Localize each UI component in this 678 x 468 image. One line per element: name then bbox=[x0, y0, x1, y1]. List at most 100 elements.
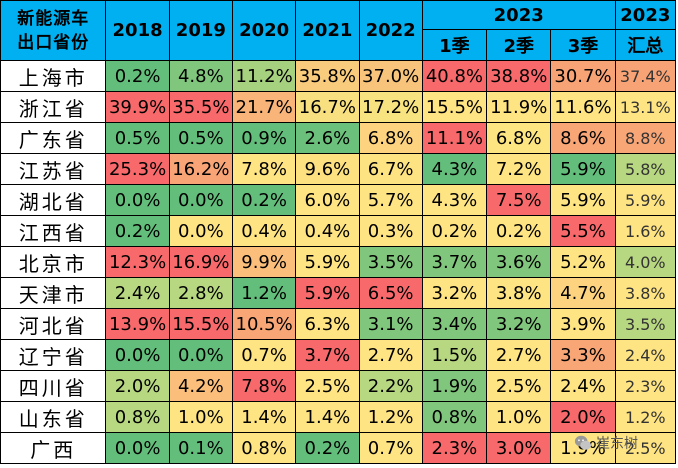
table-row: 辽宁省 0.0% 0.0% 0.7% 3.7% 2.7% 1.5% 2.7% 3.3% 2.4% bbox=[0, 339, 677, 371]
table-row: 河北省 13.9% 15.5% 10.5% 6.3% 3.1% 3.4% 3.2% 3.9% 3.… bbox=[0, 308, 677, 340]
value-cell: 0.0% bbox=[168, 339, 233, 371]
value-cell: 6.0% bbox=[295, 184, 360, 216]
value-cell: 7.8% bbox=[231, 153, 297, 185]
value-cell: 2.7% bbox=[358, 339, 423, 371]
value-cell: 5.7% bbox=[358, 184, 423, 216]
value-cell: 0.0% bbox=[168, 215, 233, 247]
quarter-header-q2: 2季 bbox=[486, 29, 552, 61]
value-cell: 16.9% bbox=[168, 246, 233, 278]
province-cell: 辽宁省 bbox=[0, 339, 107, 371]
value-cell: 3.6% bbox=[486, 246, 552, 278]
value-cell: 0.3% bbox=[358, 215, 423, 247]
table-row: 湖北省 0.0% 0.0% 0.2% 6.0% 5.7% 4.3% 7.5% 5.9% 5.9% bbox=[0, 184, 677, 216]
value-cell: 7.2% bbox=[486, 153, 552, 185]
value-cell: 4.3% bbox=[421, 184, 488, 216]
value-cell: 0.8% bbox=[231, 432, 297, 464]
total-cell: 2.5% bbox=[614, 432, 677, 464]
province-cell: 湖北省 bbox=[0, 184, 107, 216]
value-cell: 0.8% bbox=[105, 401, 170, 433]
value-cell: 1.4% bbox=[295, 401, 360, 433]
province-cell: 浙江省 bbox=[0, 91, 107, 123]
value-cell: 2.8% bbox=[168, 277, 233, 309]
value-cell: 12.3% bbox=[105, 246, 170, 278]
value-cell: 1.9% bbox=[421, 370, 488, 402]
value-cell: 2.3% bbox=[421, 432, 488, 464]
value-cell: 5.9% bbox=[295, 246, 360, 278]
value-cell: 1.2% bbox=[358, 401, 423, 433]
watermark-text: 崔东树 bbox=[596, 436, 638, 452]
value-cell: 38.8% bbox=[486, 60, 552, 92]
value-cell: 2.5% bbox=[295, 370, 360, 402]
value-cell: 3.7% bbox=[295, 339, 360, 371]
value-cell: 13.9% bbox=[105, 308, 170, 340]
value-cell: 2.2% bbox=[358, 370, 423, 402]
value-cell: 2.0% bbox=[550, 401, 616, 433]
value-cell: 40.8% bbox=[421, 60, 488, 92]
value-cell: 0.2% bbox=[231, 184, 297, 216]
table-row: 浙江省 39.9% 35.5% 21.7% 16.7% 17.2% 15.5% 11.9% 11… bbox=[0, 91, 677, 123]
value-cell: 3.2% bbox=[421, 277, 488, 309]
total-cell: 2.3% bbox=[614, 370, 677, 402]
value-cell: 11.1% bbox=[421, 122, 488, 154]
table-row: 北京市 12.3% 16.9% 9.9% 5.9% 3.5% 3.7% 3.6% 5.2% 4.0… bbox=[0, 246, 677, 278]
value-cell: 2.4% bbox=[550, 370, 616, 402]
value-cell: 3.4% bbox=[421, 308, 488, 340]
value-cell: 30.7% bbox=[550, 60, 616, 92]
year-header-2022: 2022 bbox=[358, 0, 423, 61]
value-cell: 5.5% bbox=[550, 215, 616, 247]
total-cell: 4.0% bbox=[614, 246, 677, 278]
value-cell: 0.4% bbox=[295, 215, 360, 247]
table-row: 天津市 2.4% 2.8% 1.2% 5.9% 6.5% 3.2% 3.8% 4.7% 3.8% bbox=[0, 277, 677, 309]
total-cell: 37.4% bbox=[614, 60, 677, 92]
value-cell: 0.0% bbox=[168, 184, 233, 216]
value-cell: 0.5% bbox=[168, 122, 233, 154]
value-cell: 25.3% bbox=[105, 153, 170, 185]
value-cell: 0.1% bbox=[168, 432, 233, 464]
total-cell: 1.6% bbox=[614, 215, 677, 247]
value-cell: 2.5% bbox=[486, 370, 552, 402]
corner-header-line1: 新能源车 bbox=[17, 8, 90, 29]
corner-header-line2: 出口省份 bbox=[17, 32, 90, 53]
value-cell: 2.4% bbox=[105, 277, 170, 309]
wechat-icon bbox=[574, 435, 592, 450]
value-cell: 7.5% bbox=[486, 184, 552, 216]
province-cell: 天津市 bbox=[0, 277, 107, 309]
value-cell: 3.7% bbox=[421, 246, 488, 278]
total-cell: 2.4% bbox=[614, 339, 677, 371]
value-cell: 2.0% bbox=[105, 370, 170, 402]
year-header-2021: 2021 bbox=[295, 0, 360, 61]
table-row: 广东省 0.5% 0.5% 0.9% 2.6% 6.8% 11.1% 6.8% 8.6% 8.8% bbox=[0, 122, 677, 154]
value-cell: 4.3% bbox=[421, 153, 488, 185]
value-cell: 0.4% bbox=[231, 215, 297, 247]
total-cell: 3.8% bbox=[614, 277, 677, 309]
value-cell: 0.2% bbox=[486, 215, 552, 247]
value-cell: 35.5% bbox=[168, 91, 233, 123]
value-cell: 21.7% bbox=[231, 91, 297, 123]
table-row: 上海市 0.2% 4.8% 11.2% 35.8% 37.0% 40.8% 38.8% 30.7… bbox=[0, 60, 677, 92]
table-row: 四川省 2.0% 4.2% 7.8% 2.5% 2.2% 1.9% 2.5% 2.4% 2.3% bbox=[0, 370, 677, 402]
total-header-year: 2023 bbox=[614, 0, 677, 30]
value-cell: 5.9% bbox=[550, 184, 616, 216]
province-cell: 山东省 bbox=[0, 401, 107, 433]
value-cell: 0.7% bbox=[358, 432, 423, 464]
total-cell: 5.8% bbox=[614, 153, 677, 185]
value-cell: 5.2% bbox=[550, 246, 616, 278]
value-cell: 6.3% bbox=[295, 308, 360, 340]
value-cell: 15.5% bbox=[168, 308, 233, 340]
province-cell: 河北省 bbox=[0, 308, 107, 340]
value-cell: 39.9% bbox=[105, 91, 170, 123]
value-cell: 0.0% bbox=[105, 184, 170, 216]
year-header-2020: 2020 bbox=[231, 0, 297, 61]
value-cell: 0.5% bbox=[105, 122, 170, 154]
value-cell: 16.2% bbox=[168, 153, 233, 185]
value-cell: 0.2% bbox=[421, 215, 488, 247]
province-cell: 江苏省 bbox=[0, 153, 107, 185]
value-cell: 10.5% bbox=[231, 308, 297, 340]
year-header-2019: 2019 bbox=[168, 0, 233, 61]
total-cell: 13.1% bbox=[614, 91, 677, 123]
value-cell: 4.8% bbox=[168, 60, 233, 92]
value-cell: 3.0% bbox=[486, 432, 552, 464]
value-cell: 37.0% bbox=[358, 60, 423, 92]
value-cell: 1.0% bbox=[486, 401, 552, 433]
